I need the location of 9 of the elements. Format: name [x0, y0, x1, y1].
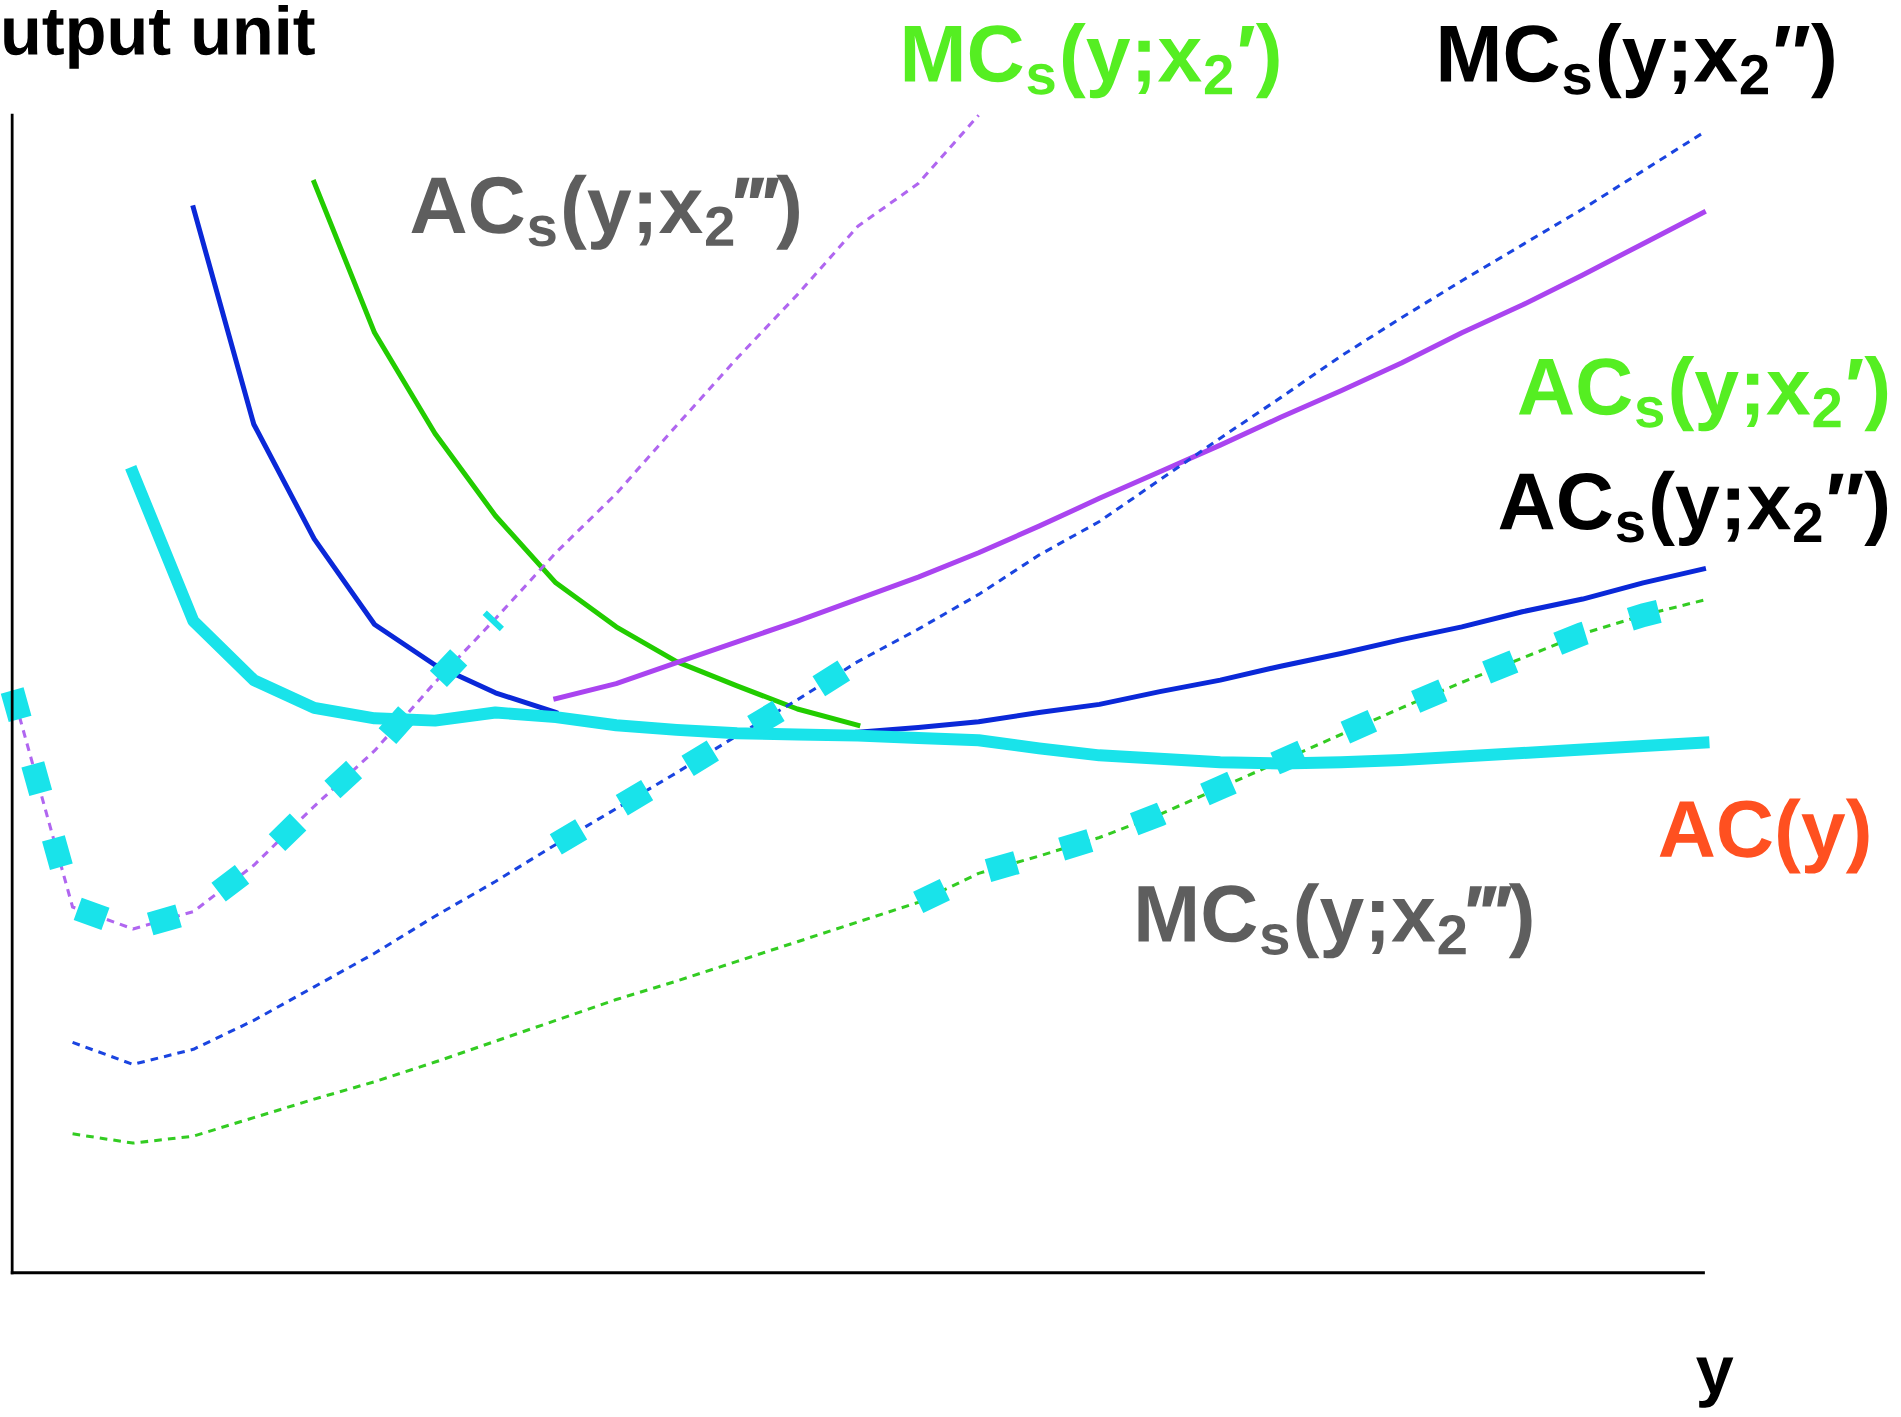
annotation: AC$_{s}$(y;x$_{2}$′)	[1518, 356, 1888, 432]
y-axis-title: utput unit	[4, 4, 315, 69]
annotation: MC$_{s}$(y;x$_{2}$‴)	[1138, 883, 1532, 959]
text: MC$_{s}$(y;x$_{2}$′)	[904, 23, 1279, 99]
text: MC$_{s}$(y;x$_{2}$″)	[1440, 23, 1834, 99]
annotation: AC(y)	[1659, 798, 1869, 874]
annotation: AC$_{s}$(y;x$_{2}$″)	[1499, 470, 1888, 546]
annotation: AC$_{s}$(y;x$_{2}$‴)	[411, 174, 799, 250]
x-axis-title: y	[1696, 1357, 1734, 1408]
